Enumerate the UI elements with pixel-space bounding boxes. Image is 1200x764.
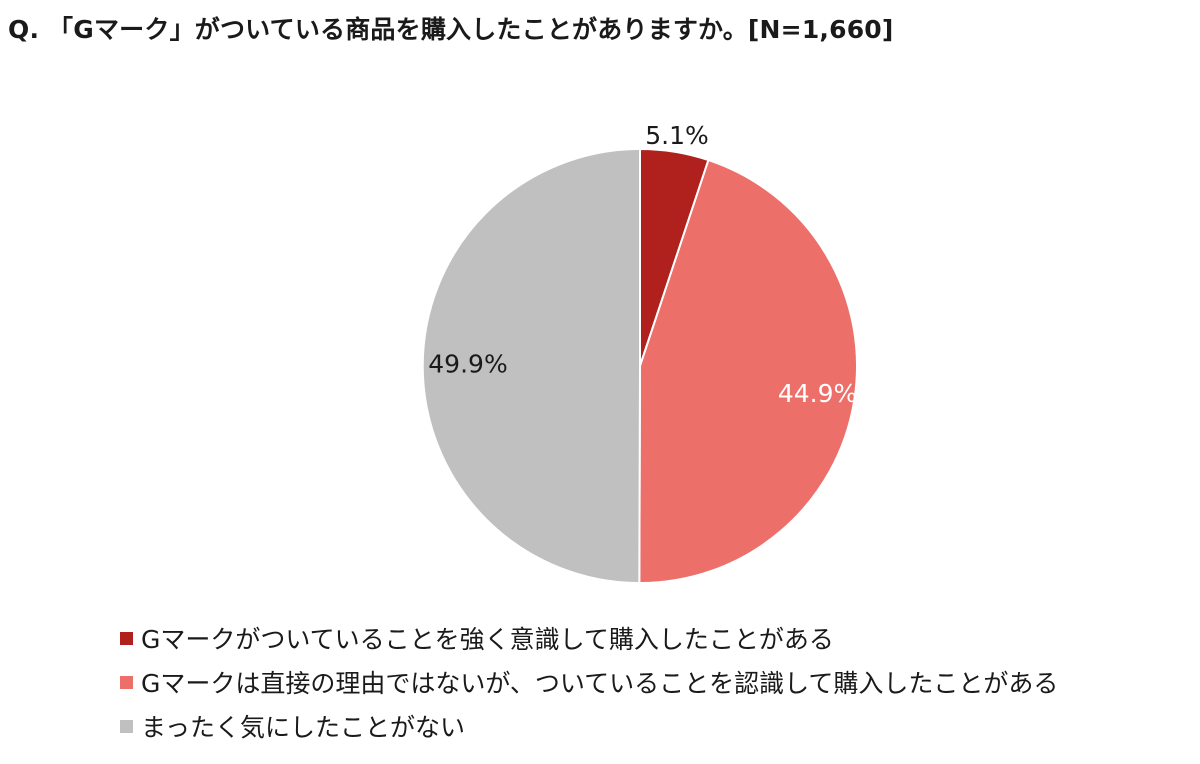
- legend-label-strong: Gマークがついていることを強く意識して購入したことがある: [141, 625, 834, 654]
- legend-item-aware: Gマークは直接の理由ではないが、ついていることを認識して購入したことがある: [120, 660, 1058, 704]
- legend-swatch-aware: [120, 675, 133, 689]
- data-label-aware: 44.9%: [778, 379, 857, 408]
- data-label-strong: 5.1%: [645, 121, 709, 150]
- legend: Gマークがついていることを強く意識して購入したことがある Gマークは直接の理由で…: [120, 616, 1058, 748]
- legend-label-never: まったく気にしたことがない: [141, 713, 466, 742]
- pie-slice-never: [421, 147, 641, 585]
- legend-label-aware: Gマークは直接の理由ではないが、ついていることを認識して購入したことがある: [141, 669, 1059, 698]
- pie-slice-aware: [638, 158, 858, 585]
- chart-title: Q. 「Gマーク」がついている商品を購入したことがありますか。[N=1,660]: [8, 15, 894, 44]
- legend-swatch-strong: [120, 631, 133, 645]
- legend-item-strong: Gマークがついていることを強く意識して購入したことがある: [120, 616, 1058, 660]
- legend-swatch-never: [120, 719, 133, 733]
- data-label-never: 49.9%: [428, 350, 507, 379]
- legend-item-never: まったく気にしたことがない: [120, 704, 1058, 748]
